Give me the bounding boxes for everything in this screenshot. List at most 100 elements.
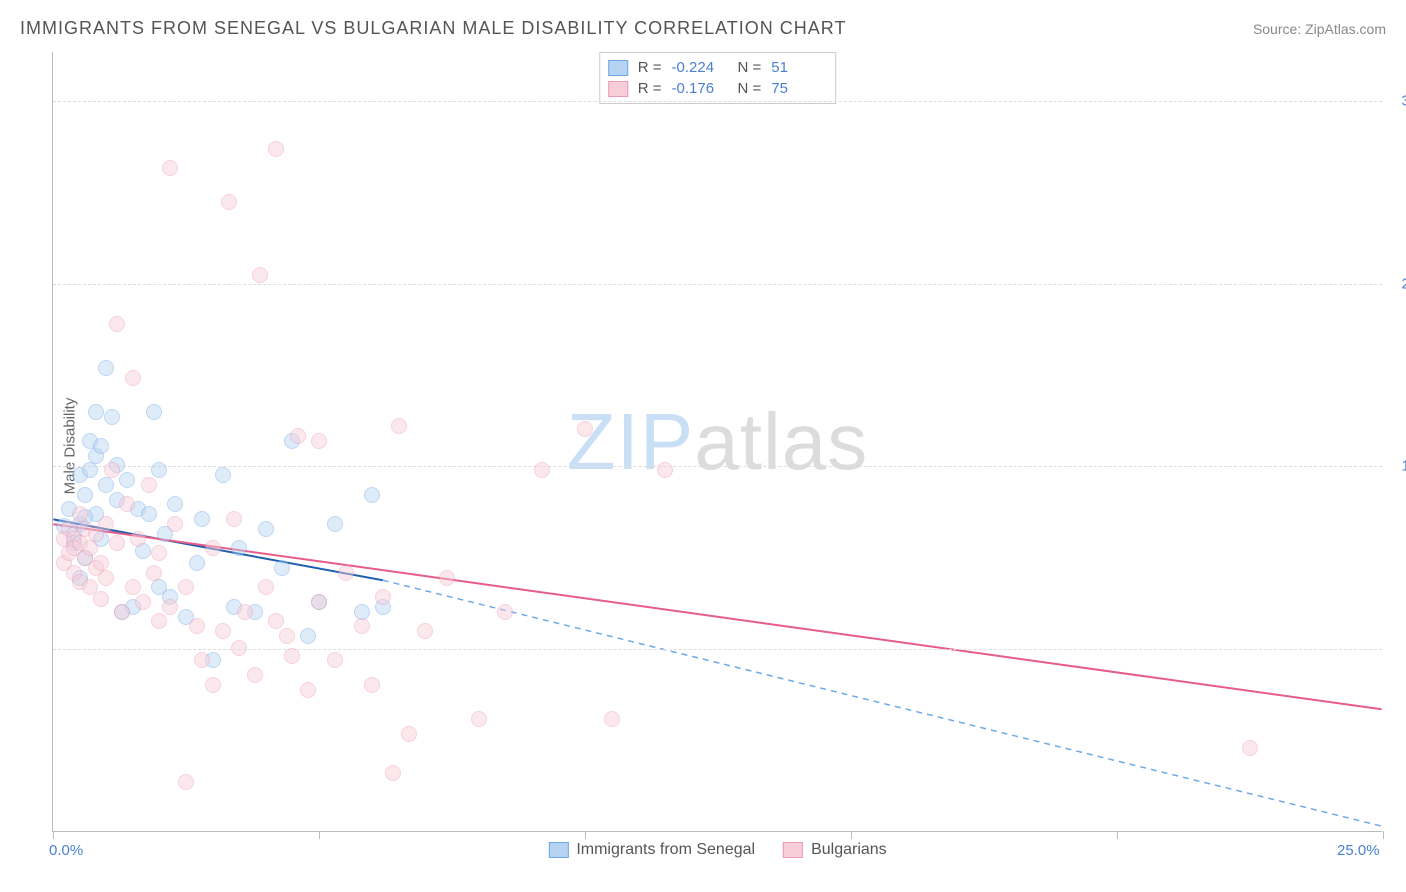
data-point [205,677,221,693]
gridline [53,284,1382,285]
data-point [284,648,300,664]
gridline [53,649,1382,650]
x-tick-label: 25.0% [1337,842,1380,859]
data-point [354,604,370,620]
data-point [93,555,109,571]
data-point [189,618,205,634]
data-point [401,726,417,742]
data-point [221,194,237,210]
data-point [130,531,146,547]
data-point [109,316,125,332]
data-point [252,267,268,283]
data-point [162,599,178,615]
data-point [268,141,284,157]
data-point [300,682,316,698]
y-tick-label: 15.0% [1401,458,1406,475]
data-point [279,628,295,644]
data-point [141,506,157,522]
data-point [231,540,247,556]
data-point [258,579,274,595]
legend-item: Immigrants from Senegal [548,841,755,859]
data-point [471,711,487,727]
x-tick [851,831,852,839]
data-point [119,496,135,512]
data-point [114,604,130,620]
data-point [247,667,263,683]
x-tick [319,831,320,839]
regression-line-dashed [383,580,1382,826]
data-point [231,640,247,656]
data-point [151,462,167,478]
data-point [135,594,151,610]
gridline [53,101,1382,102]
data-point [205,540,221,556]
data-point [439,570,455,586]
data-point [88,404,104,420]
data-point [93,438,109,454]
data-point [167,496,183,512]
legend-label: Immigrants from Senegal [576,841,755,859]
data-point [93,591,109,607]
x-tick [1117,831,1118,839]
data-point [274,560,290,576]
data-point [194,652,210,668]
data-point [178,579,194,595]
data-point [119,472,135,488]
data-point [237,604,253,620]
data-point [194,511,210,527]
data-point [151,613,167,629]
regression-lines [53,52,1382,831]
data-point [72,506,88,522]
data-point [178,774,194,790]
data-point [268,613,284,629]
data-point [364,677,380,693]
legend-item: Bulgarians [783,841,887,859]
data-point [151,545,167,561]
y-tick-label: 30.0% [1401,92,1406,109]
gridline [53,466,1382,467]
data-point [311,433,327,449]
y-tick-label: 22.5% [1401,275,1406,292]
data-point [146,565,162,581]
data-point [258,521,274,537]
data-point [497,604,513,620]
data-point [104,409,120,425]
chart-title: IMMIGRANTS FROM SENEGAL VS BULGARIAN MAL… [20,18,846,39]
source-label: Source: ZipAtlas.com [1253,21,1386,37]
x-tick [585,831,586,839]
data-point [226,511,242,527]
data-point [167,516,183,532]
data-point [98,570,114,586]
data-point [338,565,354,581]
data-point [82,540,98,556]
data-point [146,404,162,420]
data-point [327,516,343,532]
data-point [77,487,93,503]
data-point [534,462,550,478]
data-point [391,418,407,434]
data-point [417,623,433,639]
data-point [385,765,401,781]
legend-swatch [783,842,803,858]
data-point [604,711,620,727]
data-point [657,462,673,478]
data-point [98,516,114,532]
x-tick [1383,831,1384,839]
data-point [375,589,391,605]
data-point [215,623,231,639]
data-point [290,428,306,444]
data-point [215,467,231,483]
data-point [300,628,316,644]
data-point [327,652,343,668]
data-point [125,579,141,595]
legend-swatch [548,842,568,858]
x-tick [53,831,54,839]
plot-area: ZIPatlas R =-0.224N =51R =-0.176N =75 Im… [52,52,1382,832]
data-point [189,555,205,571]
data-point [98,360,114,376]
data-point [162,160,178,176]
data-point [577,421,593,437]
data-point [141,477,157,493]
data-point [311,594,327,610]
data-point [354,618,370,634]
